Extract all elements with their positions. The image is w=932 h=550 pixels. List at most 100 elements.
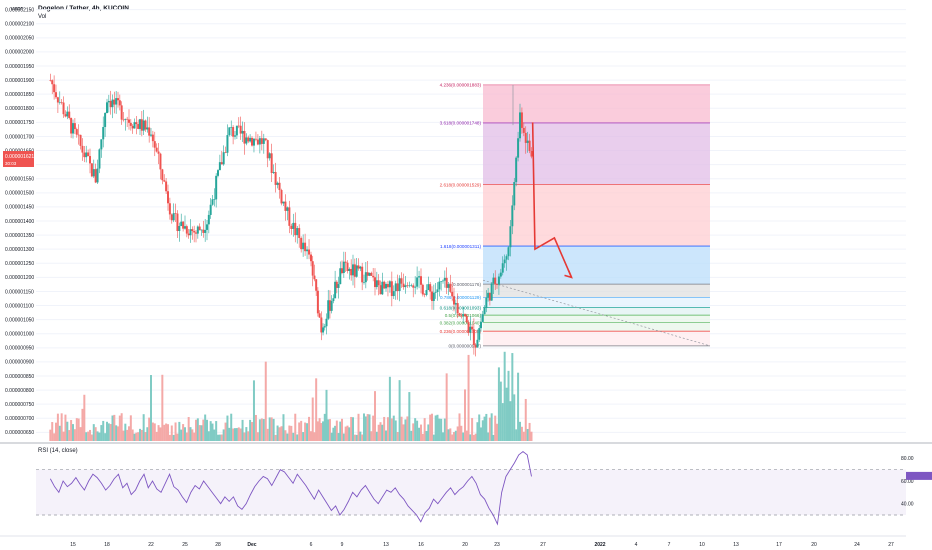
candle-body — [133, 122, 136, 129]
rsi-tick-label: 40.00 — [901, 501, 914, 507]
projection-arrowhead — [564, 270, 573, 279]
candle-body — [505, 256, 508, 260]
volume-bar — [187, 417, 190, 441]
volume-bar — [268, 417, 271, 441]
rsi-tick-label: 60.00 — [901, 479, 914, 485]
candle-body — [316, 290, 319, 314]
candle-body — [189, 229, 192, 236]
volume-bar — [96, 431, 99, 441]
candle-body — [274, 172, 277, 185]
candle-body — [497, 276, 500, 285]
volume-bar — [464, 389, 466, 441]
candle-body — [87, 152, 90, 157]
time-tick-label: 20 — [462, 542, 468, 548]
volume-bar — [379, 422, 382, 441]
fib-zone — [483, 297, 710, 308]
volume-bar — [243, 432, 246, 441]
volume-bar — [442, 432, 444, 441]
fib-zone — [483, 307, 710, 316]
volume-bar — [77, 418, 80, 441]
candle-body — [157, 151, 160, 154]
candle-body — [398, 278, 401, 292]
volume-bar — [83, 394, 86, 441]
candle-body — [451, 291, 454, 297]
candle-body — [485, 297, 488, 309]
volume-bar — [447, 429, 450, 441]
candle-body — [218, 162, 221, 171]
candle-body — [144, 120, 147, 130]
candle-body — [60, 102, 63, 103]
candle-body — [81, 145, 84, 153]
candle-body — [420, 276, 422, 285]
volume-bar — [230, 413, 233, 441]
price-tick-label: 0.000001500 — [5, 191, 34, 197]
candle-body — [168, 203, 171, 215]
candle-body — [131, 125, 134, 129]
candle-body — [368, 272, 371, 276]
volume-bar — [383, 416, 386, 441]
volume-bar — [168, 434, 171, 441]
rsi-band-fill — [36, 469, 906, 515]
candle-body — [522, 127, 525, 133]
volume-bar — [258, 419, 261, 441]
price-tick-label: 0.000000750 — [5, 402, 34, 408]
time-tick-label: 18 — [104, 542, 110, 548]
candle-body — [224, 152, 227, 153]
price-tick-label: 0.000000950 — [5, 346, 34, 352]
volume-bar — [335, 420, 338, 441]
time-axis[interactable]: 15 18 22 25 28 Dec 6 9 13 16 20 23 27 2022 4 7 10 13 17 20 2… — [70, 542, 894, 548]
candle-body — [414, 286, 417, 288]
volume-bar — [235, 428, 238, 441]
volume-bar — [412, 423, 415, 441]
candle-body — [483, 308, 486, 315]
volume-bar — [388, 376, 391, 441]
candle-body — [73, 123, 76, 130]
candle-body — [245, 137, 248, 144]
candle-body — [311, 261, 314, 276]
projection-arrow[interactable] — [531, 122, 573, 279]
candle-body — [115, 98, 118, 105]
volume-bar — [421, 433, 424, 441]
candle-body — [511, 205, 514, 227]
volume-bar — [292, 432, 295, 441]
volume-bar — [51, 422, 54, 441]
volume-bar — [163, 424, 166, 441]
candle-body — [230, 127, 233, 128]
candle-body — [400, 278, 403, 284]
candle-body — [66, 111, 69, 117]
rsi-axis[interactable]: 80.00 60.00 40.00 — [901, 456, 932, 507]
volume-bar — [483, 416, 486, 441]
rsi-indicator[interactable] — [36, 450, 906, 526]
candle-body — [200, 229, 203, 231]
candle-body — [524, 132, 527, 143]
candle-body — [172, 213, 175, 221]
candle-body — [251, 137, 253, 146]
candle-body — [120, 105, 123, 120]
candle-body — [447, 284, 450, 288]
candle-body — [501, 263, 504, 273]
candle-body — [137, 124, 140, 129]
candle-body — [243, 130, 246, 144]
price-axis[interactable]: 0.000002150 0.000002100 0.000002050 0.00000… — [5, 7, 34, 436]
volume-bar — [276, 425, 279, 441]
symbol-title: Dogelon / Tether, 4h, KUCOIN — [38, 5, 129, 12]
candle-body — [456, 303, 459, 314]
candle-body — [206, 224, 208, 230]
candle-body — [344, 261, 347, 263]
candle-body — [68, 111, 71, 118]
candle-body — [487, 292, 490, 298]
volume-bar — [456, 426, 459, 441]
volume-bar — [104, 433, 107, 441]
candle-body — [226, 135, 229, 153]
fib-trend-line[interactable] — [482, 279, 711, 347]
candle-body — [100, 139, 103, 150]
volume-bar — [79, 427, 82, 441]
projection-path[interactable] — [531, 122, 573, 278]
volume-bar — [515, 429, 518, 441]
candle-body — [128, 119, 130, 123]
fib-level-label: 2.618(0.000001529) — [440, 182, 482, 187]
volume-bar — [294, 413, 297, 441]
price-tick-label: 0.000002000 — [5, 50, 34, 56]
price-tick-label: 0.000001550 — [5, 177, 34, 183]
